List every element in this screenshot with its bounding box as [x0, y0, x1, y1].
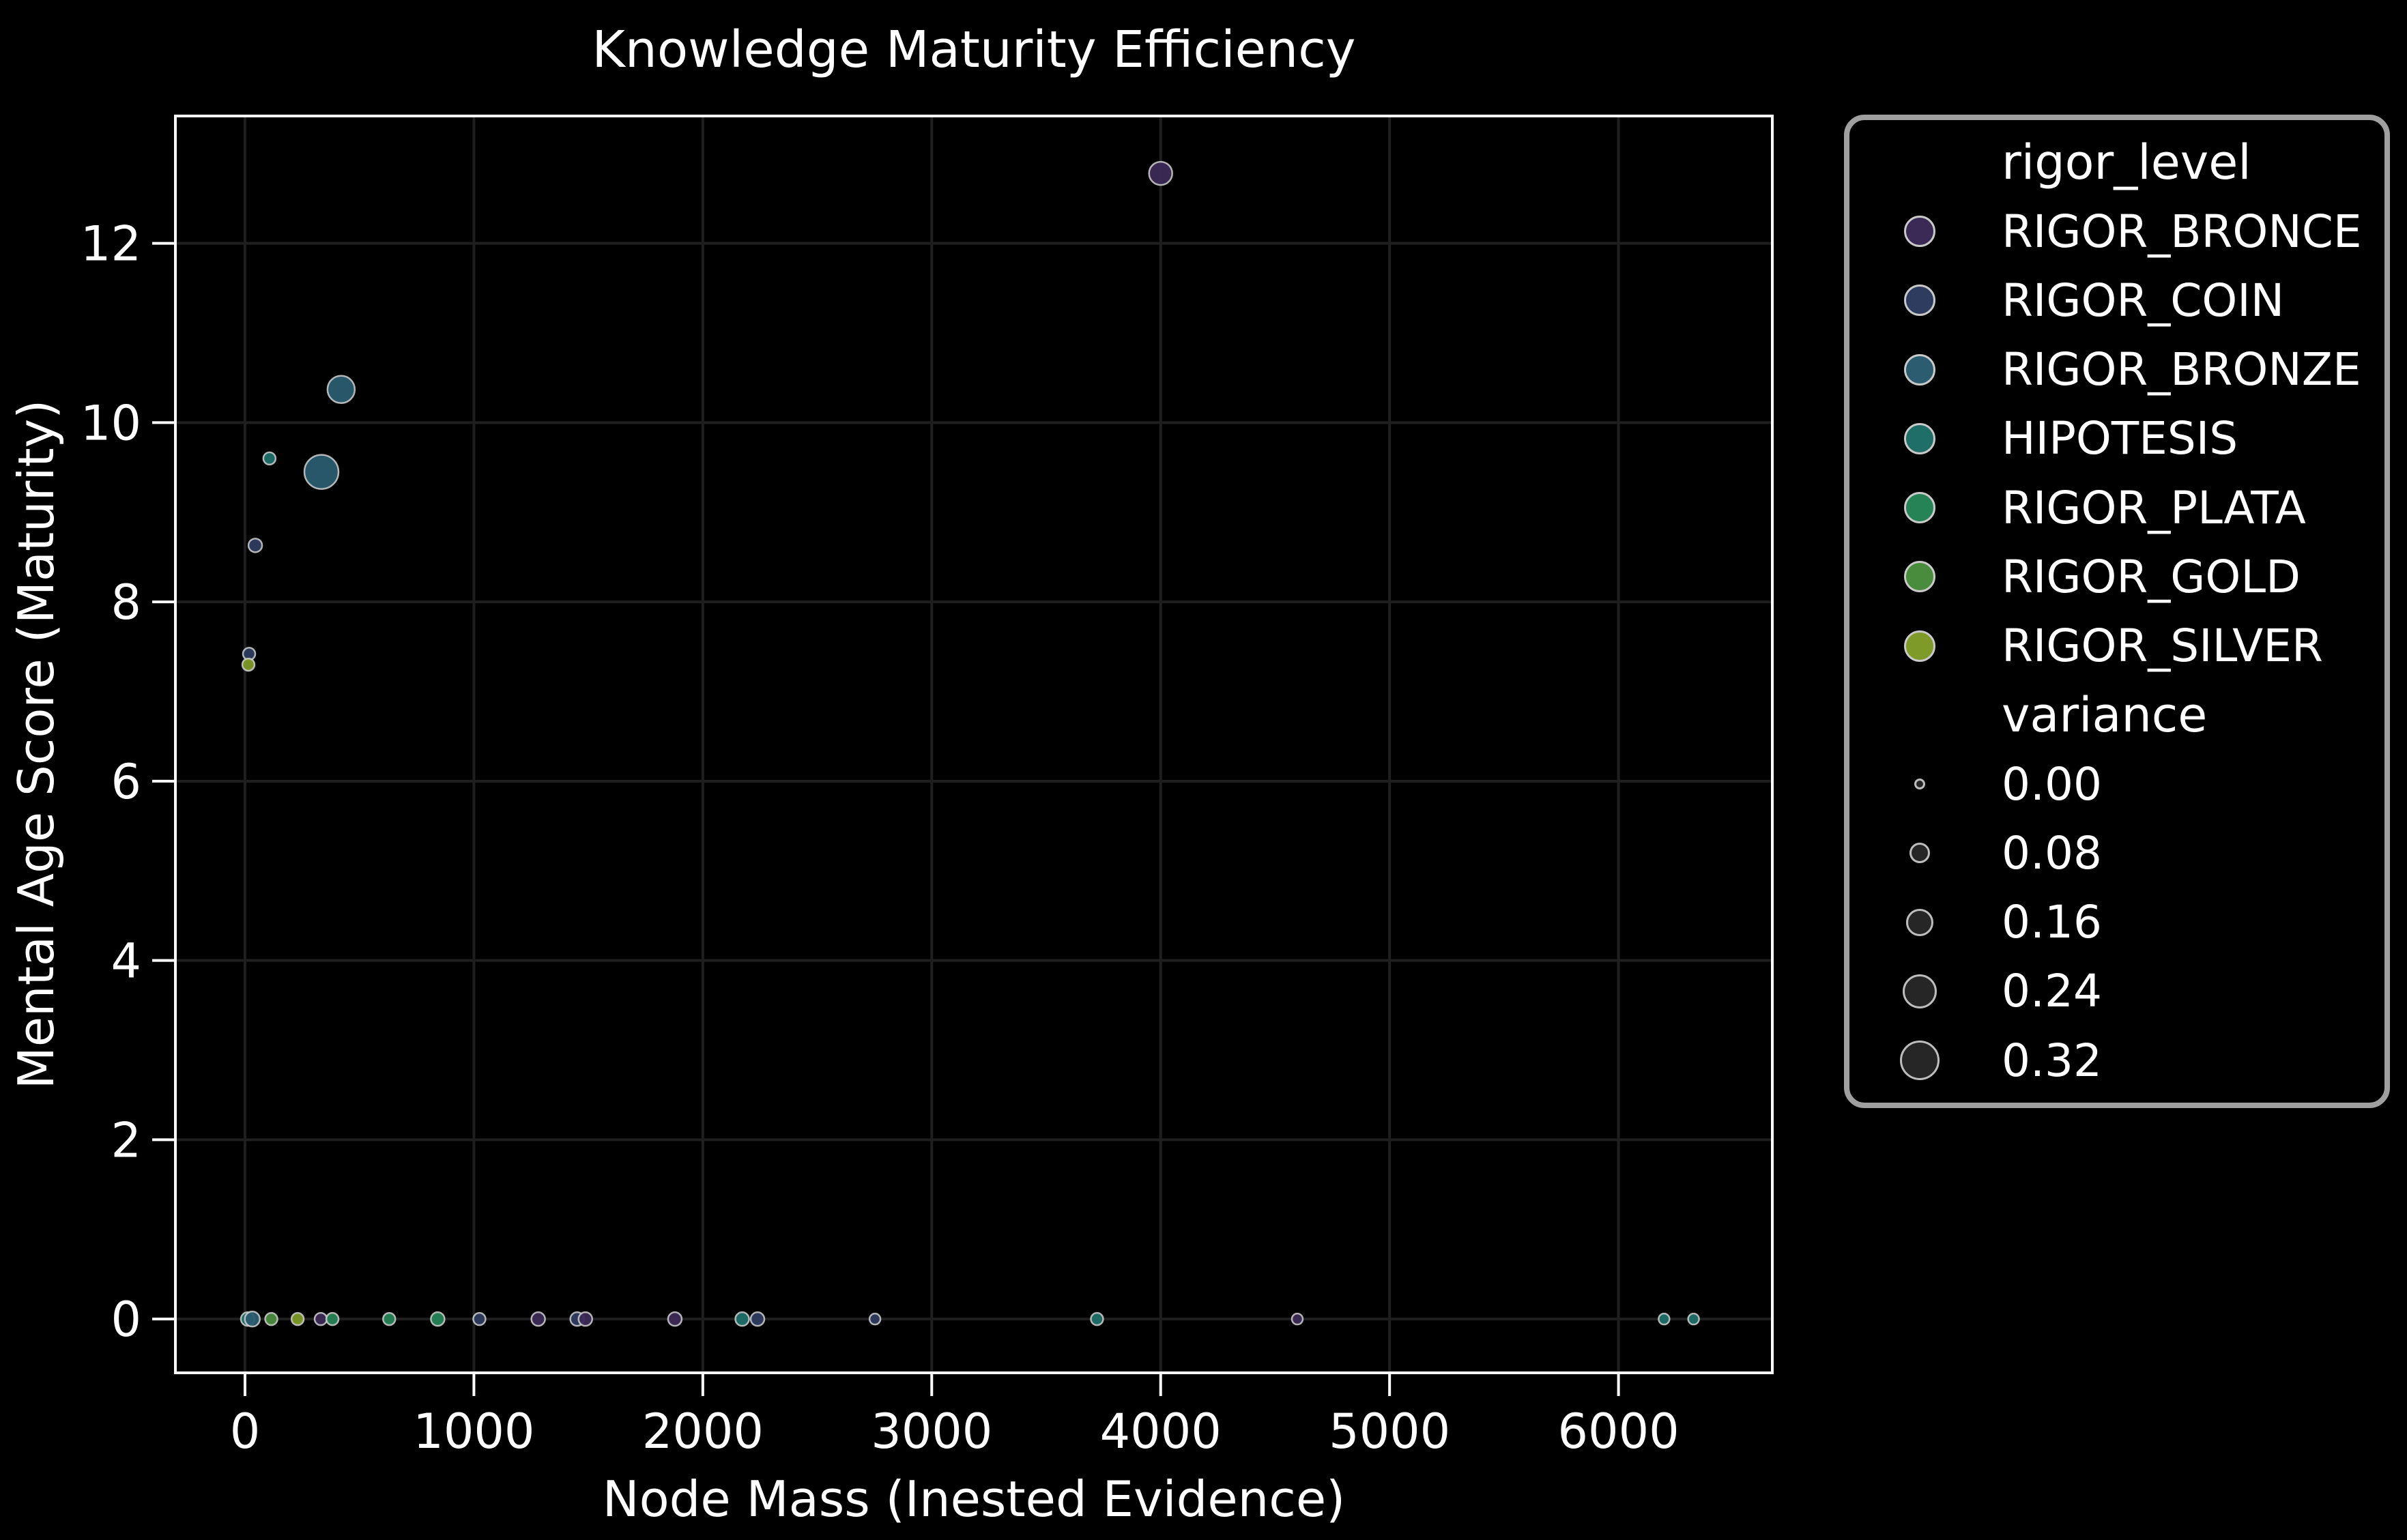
- x-tick-label: 2000: [642, 1404, 764, 1459]
- scatter-point: [244, 1310, 261, 1328]
- legend-size-swatch-wrap: [1849, 908, 1989, 936]
- legend-color-dot: [1903, 285, 1935, 317]
- legend-color-dot: [1903, 492, 1935, 524]
- legend-entry-rigor_plata: RIGOR_PLATA: [1849, 474, 2384, 542]
- legend-size-dot: [1905, 908, 1933, 936]
- legend-title: rigor_level: [2002, 134, 2251, 190]
- legend-size-entry-0.32: 0.32: [1849, 1027, 2384, 1094]
- scatter-point: [749, 1311, 766, 1327]
- legend-size-dot: [1914, 779, 1925, 790]
- legend-size-swatch-wrap: [1849, 1041, 1989, 1081]
- scatter-point: [1090, 1311, 1104, 1326]
- x-axis-label: Node Mass (Inested Evidence): [603, 1470, 1346, 1528]
- scatter-point: [577, 1311, 594, 1327]
- scatter-point: [1687, 1312, 1700, 1326]
- y-tick-label: 12: [81, 216, 141, 272]
- scatter-point: [325, 1311, 340, 1326]
- y-tick-label: 4: [111, 933, 141, 989]
- y-tick-label: 10: [81, 395, 141, 451]
- legend-entry-label: RIGOR_BRONZE: [2002, 343, 2361, 396]
- legend-entry-label: RIGOR_GOLD: [2002, 550, 2301, 603]
- scatter-point: [472, 1311, 487, 1326]
- scatter-point: [264, 1311, 278, 1326]
- legend-color-dot: [1903, 216, 1935, 248]
- legend-size-entry-label: 0.08: [2002, 826, 2102, 880]
- scatter-point: [303, 454, 340, 490]
- legend-swatch-wrap: [1849, 285, 1989, 317]
- legend-color-dot: [1903, 630, 1935, 662]
- legend-size-entry-label: 0.00: [2002, 757, 2102, 811]
- legend-color-dot: [1903, 422, 1935, 454]
- scatter-point: [430, 1311, 446, 1327]
- y-tick-label: 8: [111, 575, 141, 630]
- legend-swatch-wrap: [1849, 353, 1989, 386]
- legend-entry-rigor_coin: RIGOR_COIN: [1849, 267, 2384, 334]
- legend-size-swatch-wrap: [1849, 779, 1989, 790]
- legend-size-entry-0.24: 0.24: [1849, 957, 2384, 1025]
- legend-size-dot: [1899, 1041, 1940, 1081]
- legend-size-swatch-wrap: [1849, 974, 1989, 1008]
- legend-title-row: rigor_level: [1849, 128, 2384, 196]
- x-tick-label: 6000: [1558, 1404, 1680, 1459]
- scatter-point: [241, 657, 256, 672]
- x-tick-label: 4000: [1100, 1404, 1222, 1459]
- y-tick-label: 2: [111, 1112, 141, 1168]
- legend-entry-rigor_bronze: RIGOR_BRONZE: [1849, 336, 2384, 403]
- scatter-point: [1291, 1312, 1304, 1326]
- legend-size-title-row: variance: [1849, 681, 2384, 749]
- legend-entry-rigor_silver: RIGOR_SILVER: [1849, 612, 2384, 680]
- legend-size-dot: [1902, 974, 1937, 1008]
- plot-border: [174, 115, 1774, 1374]
- scatter-point: [382, 1311, 397, 1326]
- legend-size-entry-label: 0.32: [2002, 1034, 2102, 1087]
- y-axis-label: Mental Age Score (Maturity): [8, 400, 65, 1090]
- legend-entry-rigor_gold: RIGOR_GOLD: [1849, 543, 2384, 611]
- legend-entry-label: RIGOR_PLATA: [2002, 481, 2306, 534]
- x-tick-label: 5000: [1329, 1404, 1450, 1459]
- legend-swatch-wrap: [1849, 630, 1989, 662]
- legend-entry-rigor_bronce: RIGOR_BRONCE: [1849, 198, 2384, 265]
- scatter-point: [262, 451, 277, 466]
- x-tick-label: 0: [230, 1404, 261, 1459]
- legend-color-dot: [1903, 353, 1935, 386]
- legend-swatch-wrap: [1849, 216, 1989, 248]
- legend-size-swatch-wrap: [1849, 843, 1989, 864]
- scatter-point: [326, 375, 356, 404]
- scatter-point: [247, 538, 263, 553]
- legend-size-dot: [1909, 843, 1930, 864]
- legend-size-entry-0.00: 0.00: [1849, 751, 2384, 818]
- legend-entry-label: HIPOTESIS: [2002, 412, 2238, 465]
- scatter-point: [1658, 1312, 1671, 1326]
- legend-size-entry-0.16: 0.16: [1849, 888, 2384, 956]
- legend-swatch-wrap: [1849, 492, 1989, 524]
- scatter-point: [530, 1311, 546, 1327]
- legend-size-entry-0.08: 0.08: [1849, 819, 2384, 887]
- legend-size-title: variance: [2002, 686, 2208, 743]
- legend-entry-label: RIGOR_SILVER: [2002, 620, 2323, 673]
- legend: rigor_level RIGOR_BRONCE RIGOR_COIN RIGOR_…: [1844, 115, 2390, 1108]
- y-tick-label: 0: [111, 1292, 141, 1348]
- legend-swatch-wrap: [1849, 561, 1989, 593]
- legend-entry-label: RIGOR_BRONCE: [2002, 205, 2362, 258]
- legend-size-entry-label: 0.16: [2002, 896, 2102, 949]
- legend-entry-label: RIGOR_COIN: [2002, 274, 2285, 327]
- legend-color-dot: [1903, 561, 1935, 593]
- scatter-point: [1148, 160, 1173, 186]
- scatter-point: [868, 1312, 882, 1326]
- y-tick-label: 6: [111, 754, 141, 810]
- scatter-point: [734, 1311, 750, 1327]
- x-tick-label: 1000: [413, 1404, 534, 1459]
- scatter-point: [667, 1311, 683, 1327]
- legend-size-entry-label: 0.24: [2002, 965, 2102, 1018]
- chart-title: Knowledge Maturity Efficiency: [592, 20, 1355, 79]
- x-tick-label: 3000: [871, 1404, 992, 1459]
- legend-entry-hipotesis: HIPOTESIS: [1849, 405, 2384, 472]
- scatter-point: [290, 1311, 305, 1326]
- legend-swatch-wrap: [1849, 422, 1989, 454]
- scatter-point: [313, 1311, 328, 1326]
